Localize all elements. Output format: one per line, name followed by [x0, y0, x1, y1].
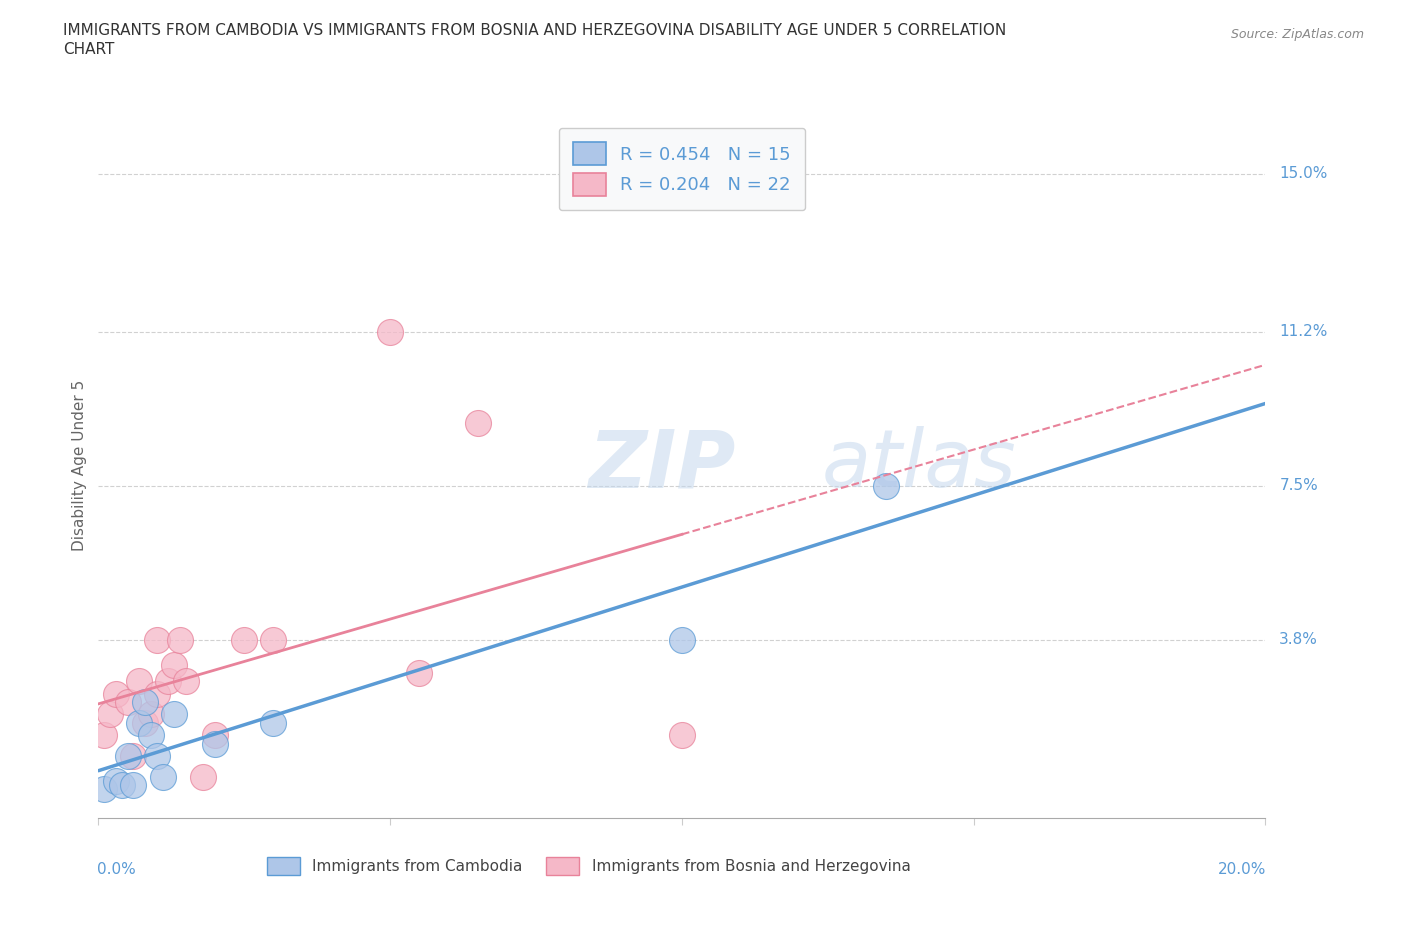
Point [163, 707, 186, 722]
Point [134, 715, 156, 730]
Text: 0.0%: 0.0% [97, 862, 136, 877]
Text: ZIP: ZIP [589, 426, 735, 504]
Point [122, 749, 145, 764]
Text: 15.0%: 15.0% [1279, 166, 1327, 181]
Point [128, 673, 150, 688]
Point [262, 632, 284, 647]
Point [157, 673, 180, 688]
Point [169, 632, 191, 647]
Point [146, 686, 169, 701]
Point [93, 728, 115, 743]
Text: IMMIGRANTS FROM CAMBODIA VS IMMIGRANTS FROM BOSNIA AND HERZEGOVINA DISABILITY AG: IMMIGRANTS FROM CAMBODIA VS IMMIGRANTS F… [63, 23, 1007, 38]
Point [193, 769, 215, 784]
Point [104, 774, 127, 789]
Y-axis label: Disability Age Under 5: Disability Age Under 5 [72, 379, 87, 551]
Text: atlas: atlas [823, 426, 1017, 504]
Point [98, 707, 121, 722]
Point [262, 715, 284, 730]
Point [408, 666, 430, 681]
Point [671, 632, 693, 647]
Text: Source: ZipAtlas.com: Source: ZipAtlas.com [1230, 28, 1364, 41]
Point [671, 728, 693, 743]
Point [467, 416, 489, 431]
Point [139, 728, 162, 743]
Text: 11.2%: 11.2% [1279, 325, 1327, 339]
Point [163, 658, 186, 672]
Point [146, 632, 169, 647]
Point [139, 707, 162, 722]
Point [233, 632, 256, 647]
Text: 7.5%: 7.5% [1279, 478, 1317, 493]
Point [117, 749, 139, 764]
Point [875, 478, 897, 493]
Point [104, 686, 127, 701]
Point [117, 695, 139, 710]
Text: 20.0%: 20.0% [1218, 862, 1267, 877]
Text: CHART: CHART [63, 42, 115, 57]
Point [380, 325, 402, 339]
Point [152, 769, 174, 784]
Point [174, 673, 197, 688]
Point [93, 782, 115, 797]
Legend: Immigrants from Cambodia, Immigrants from Bosnia and Herzegovina: Immigrants from Cambodia, Immigrants fro… [260, 851, 917, 882]
Point [204, 737, 226, 751]
Point [204, 728, 226, 743]
Point [111, 777, 134, 792]
Point [128, 715, 150, 730]
Text: 3.8%: 3.8% [1279, 632, 1319, 647]
Point [146, 749, 169, 764]
Point [122, 777, 145, 792]
Point [134, 695, 156, 710]
